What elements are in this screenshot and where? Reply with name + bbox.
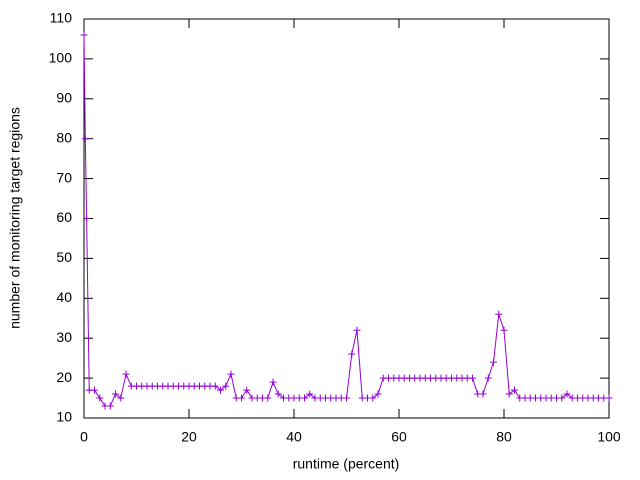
y-tick-label: 80 xyxy=(56,129,72,145)
point-marker xyxy=(348,350,356,358)
point-marker xyxy=(495,310,503,318)
x-tick-label: 0 xyxy=(80,429,88,445)
y-tick-label: 40 xyxy=(56,289,72,305)
plot-border xyxy=(83,18,610,419)
y-tick-label: 70 xyxy=(56,169,72,185)
point-marker xyxy=(343,394,350,402)
point-marker xyxy=(500,326,508,334)
point-marker xyxy=(80,31,88,39)
y-tick-label: 10 xyxy=(56,409,72,425)
point-marker xyxy=(117,394,125,402)
point-marker xyxy=(243,386,251,394)
point-marker xyxy=(301,394,308,402)
point-marker xyxy=(106,402,114,410)
x-tick-label: 40 xyxy=(286,429,302,445)
point-marker xyxy=(91,386,98,394)
point-marker xyxy=(469,374,476,382)
point-marker xyxy=(217,386,224,394)
y-tick-label: 30 xyxy=(56,329,72,345)
point-marker xyxy=(558,394,566,402)
x-tick-label: 20 xyxy=(181,429,197,445)
y-axis-label: number of monitoring target regions xyxy=(7,107,23,329)
point-marker xyxy=(274,390,282,398)
point-marker xyxy=(511,386,518,394)
x-tick-label: 80 xyxy=(496,429,512,445)
y-tick-label: 50 xyxy=(56,249,72,265)
point-marker xyxy=(353,326,361,334)
point-marker xyxy=(490,358,497,366)
y-tick-label: 60 xyxy=(56,209,72,225)
point-marker xyxy=(112,390,119,398)
x-axis-label: runtime (percent) xyxy=(293,456,400,472)
point-marker xyxy=(563,390,571,398)
y-tick-label: 20 xyxy=(56,369,72,385)
point-marker xyxy=(264,394,272,402)
point-marker xyxy=(505,390,513,398)
point-marker xyxy=(238,394,245,402)
y-tick-label: 100 xyxy=(49,50,73,66)
point-marker xyxy=(96,394,104,402)
point-marker xyxy=(484,374,492,382)
data-line xyxy=(83,34,609,407)
y-tick-label: 90 xyxy=(56,90,72,106)
point-marker xyxy=(605,394,613,402)
point-marker xyxy=(374,390,382,398)
point-marker xyxy=(83,215,91,222)
point-marker xyxy=(306,390,314,398)
point-marker xyxy=(211,382,219,390)
point-marker xyxy=(269,378,277,386)
point-marker xyxy=(81,135,89,143)
x-tick-label: 60 xyxy=(391,429,407,445)
point-marker xyxy=(479,390,487,398)
y-tick-label: 110 xyxy=(50,10,73,26)
x-tick-label: 100 xyxy=(597,429,621,445)
point-marker xyxy=(227,370,235,378)
point-marker xyxy=(122,370,130,378)
point-marker xyxy=(222,382,230,390)
point-marker xyxy=(369,394,377,402)
